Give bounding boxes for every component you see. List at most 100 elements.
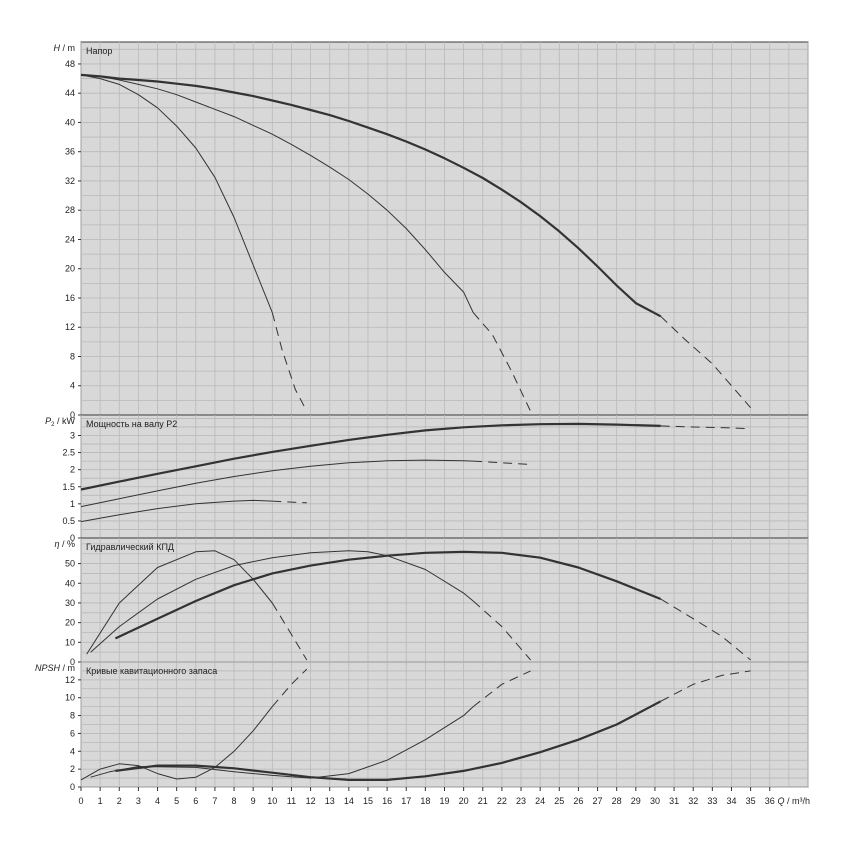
panel-npsh: 0 2 4 6 8 10 12 NPSH / m Кривые кавитационного з… [35, 661, 809, 792]
series-line-solid [80, 73, 662, 318]
y-axis-label: η / % [54, 539, 75, 549]
y-tick-label: 4 [70, 746, 75, 756]
y-tick-label: 20 [65, 264, 75, 274]
panel-title: Мощность на валу P2 [86, 419, 177, 429]
x-tick-label: 3 [136, 796, 141, 806]
series-line-solid [90, 550, 474, 653]
x-tick-label: 2 [117, 796, 122, 806]
y-tick-label: 30 [65, 598, 75, 608]
x-tick-label: 36 [765, 796, 775, 806]
series-line-solid [115, 700, 662, 781]
y-axis-var: NPSH [35, 663, 61, 673]
y-tick-label: 1 [70, 499, 75, 509]
y-tick-label: 10 [65, 637, 75, 647]
series-line-solid [80, 74, 273, 313]
y-tick-label: 16 [65, 293, 75, 303]
x-tick-label: 1 [98, 796, 103, 806]
y-tick-label: 44 [65, 88, 75, 98]
series-line-solid [86, 550, 273, 655]
series-line-solid [80, 706, 273, 781]
x-tick-label: 32 [688, 796, 698, 806]
x-tick-label: 6 [193, 796, 198, 806]
x-tick-label: 35 [746, 796, 756, 806]
x-axis-label: Q / m³/h [777, 796, 810, 806]
x-tick-label: 18 [420, 796, 430, 806]
x-tick-label: 10 [267, 796, 277, 806]
x-tick-label: 0 [78, 796, 83, 806]
y-tick-label: 48 [65, 59, 75, 69]
series-line-solid [80, 499, 273, 523]
series-line-dashed [271, 312, 308, 412]
x-axis-unit: / m³/h [784, 796, 810, 806]
x-tick-label: 20 [459, 796, 469, 806]
x-tick-label: 14 [344, 796, 354, 806]
y-tick-label: 20 [65, 618, 75, 628]
y-axis-label: NPSH / m [35, 663, 75, 673]
series-line-dashed [472, 600, 531, 661]
y-axis-unit: / kW [55, 416, 76, 426]
x-tick-label: 27 [593, 796, 603, 806]
y-axis-unit: / m [60, 663, 75, 673]
x-tick-label: 23 [516, 796, 526, 806]
y-tick-label: 8 [70, 711, 75, 721]
y-tick-label: 0.5 [62, 516, 75, 526]
series-line-solid [80, 422, 661, 491]
y-tick-label: 12 [65, 675, 75, 685]
panel-efficiency: 0 10 20 30 40 50 η / % Гидравлический КПД [54, 537, 809, 667]
y-tick-label: 2 [70, 764, 75, 774]
y-tick-label: 10 [65, 693, 75, 703]
panel-title: Кривые кавитационного запаса [86, 666, 217, 676]
x-tick-label: 21 [478, 796, 488, 806]
x-tick-label: 5 [174, 796, 179, 806]
y-tick-label: 0 [70, 410, 75, 420]
x-axis-var: Q [777, 796, 784, 806]
y-tick-label: 3 [70, 431, 75, 441]
series-line-solid [80, 74, 474, 313]
series-line-dashed [660, 598, 751, 661]
series-line-dashed [660, 315, 751, 409]
x-tick-label: 26 [573, 796, 583, 806]
y-axis-unit: / m [60, 43, 75, 53]
y-tick-label: 32 [65, 176, 75, 186]
y-tick-label: 4 [70, 381, 75, 391]
x-tick-label: 24 [535, 796, 545, 806]
y-tick-label: 40 [65, 117, 75, 127]
y-tick-label: 2.5 [62, 448, 75, 458]
series-line-dashed [473, 460, 531, 465]
x-tick-label: 7 [212, 796, 217, 806]
panel-title: Гидравлический КПД [86, 542, 174, 552]
series-line-solid [80, 459, 474, 508]
y-tick-label: 0 [70, 782, 75, 792]
y-axis-label: H / m [54, 43, 76, 53]
series-line-dashed [272, 500, 307, 504]
y-tick-label: 1.5 [62, 482, 75, 492]
x-tick-label: 25 [554, 796, 564, 806]
y-axis-unit: / % [59, 539, 75, 549]
y-tick-label: 40 [65, 578, 75, 588]
series-line-dashed [271, 602, 308, 661]
x-tick-label: 16 [382, 796, 392, 806]
y-tick-label: 36 [65, 147, 75, 157]
y-tick-label: 24 [65, 234, 75, 244]
x-tick-label: 17 [401, 796, 411, 806]
x-tick-label: 8 [232, 796, 237, 806]
x-tick-label: 31 [669, 796, 679, 806]
x-tick-label: 9 [251, 796, 256, 806]
x-tick-label: 13 [325, 796, 335, 806]
y-tick-label: 50 [65, 559, 75, 569]
y-tick-label: 6 [70, 728, 75, 738]
y-tick-label: 12 [65, 322, 75, 332]
y-tick-label: 8 [70, 351, 75, 361]
y-axis-var: η [54, 539, 59, 549]
y-axis-label: P2 / kW [45, 416, 75, 428]
x-tick-label: 15 [363, 796, 373, 806]
x-tick-label: 19 [439, 796, 449, 806]
y-tick-label: 0 [70, 533, 75, 543]
x-tick-label: 28 [612, 796, 622, 806]
y-axis-sub: 2 [51, 422, 55, 428]
series-line-dashed [660, 425, 751, 430]
y-tick-label: 2 [70, 465, 75, 475]
y-tick-label: 28 [65, 205, 75, 215]
